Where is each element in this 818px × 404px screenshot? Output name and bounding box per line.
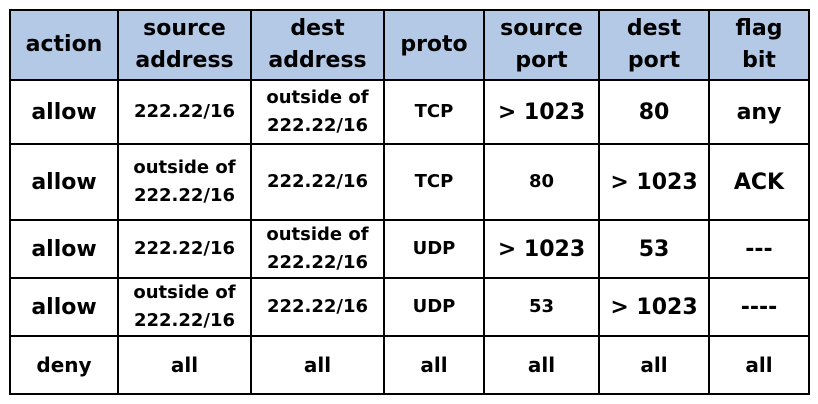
- header-dest-port: dest port: [598, 9, 710, 81]
- cell-dest-port: 53: [598, 219, 710, 279]
- cell-dest-port: > 1023: [598, 277, 710, 337]
- cell-source-port: all: [483, 335, 600, 395]
- cell-action: allow: [9, 79, 119, 145]
- cell-source-port: > 1023: [483, 219, 600, 279]
- table-row: allow 222.22/16 outside of 222.22/16 UDP …: [9, 219, 810, 279]
- cell-dest-address: 222.22/16: [250, 143, 385, 221]
- cell-proto: UDP: [383, 219, 485, 279]
- cell-dest-port: 80: [598, 79, 710, 145]
- header-action: action: [9, 9, 119, 81]
- cell-source-address: 222.22/16: [117, 219, 252, 279]
- table-header: action source address dest address proto s…: [9, 9, 810, 81]
- cell-dest-port: > 1023: [598, 143, 710, 221]
- table-row: deny all all all all all all: [9, 335, 810, 395]
- cell-proto: TCP: [383, 143, 485, 221]
- table-row: allow outside of 222.22/16 222.22/16 UDP …: [9, 277, 810, 337]
- cell-dest-address: outside of 222.22/16: [250, 219, 385, 279]
- cell-source-port: 53: [483, 277, 600, 337]
- header-proto: proto: [383, 9, 485, 81]
- table-body: allow 222.22/16 outside of 222.22/16 TCP …: [9, 79, 810, 395]
- cell-source-address: all: [117, 335, 252, 395]
- firewall-rules-table: action source address dest address proto s…: [9, 9, 810, 395]
- cell-action: allow: [9, 219, 119, 279]
- cell-source-address: outside of 222.22/16: [117, 277, 252, 337]
- cell-flag-bit: any: [708, 79, 810, 145]
- cell-proto: TCP: [383, 79, 485, 145]
- cell-dest-address: outside of 222.22/16: [250, 79, 385, 145]
- cell-flag-bit: ACK: [708, 143, 810, 221]
- cell-flag-bit: ---: [708, 219, 810, 279]
- table-row: allow 222.22/16 outside of 222.22/16 TCP …: [9, 79, 810, 145]
- cell-dest-port: all: [598, 335, 710, 395]
- cell-proto: all: [383, 335, 485, 395]
- cell-flag-bit: ----: [708, 277, 810, 337]
- cell-action: allow: [9, 277, 119, 337]
- table-row: allow outside of 222.22/16 222.22/16 TCP …: [9, 143, 810, 221]
- cell-proto: UDP: [383, 277, 485, 337]
- cell-source-port: 80: [483, 143, 600, 221]
- header-flag-bit: flag bit: [708, 9, 810, 81]
- cell-action: deny: [9, 335, 119, 395]
- cell-action: allow: [9, 143, 119, 221]
- header-dest-address: dest address: [250, 9, 385, 81]
- cell-dest-address: 222.22/16: [250, 277, 385, 337]
- cell-source-address: outside of 222.22/16: [117, 143, 252, 221]
- cell-source-address: 222.22/16: [117, 79, 252, 145]
- cell-source-port: > 1023: [483, 79, 600, 145]
- cell-dest-address: all: [250, 335, 385, 395]
- header-row: action source address dest address proto s…: [9, 9, 810, 81]
- header-source-port: source port: [483, 9, 600, 81]
- header-source-address: source address: [117, 9, 252, 81]
- cell-flag-bit: all: [708, 335, 810, 395]
